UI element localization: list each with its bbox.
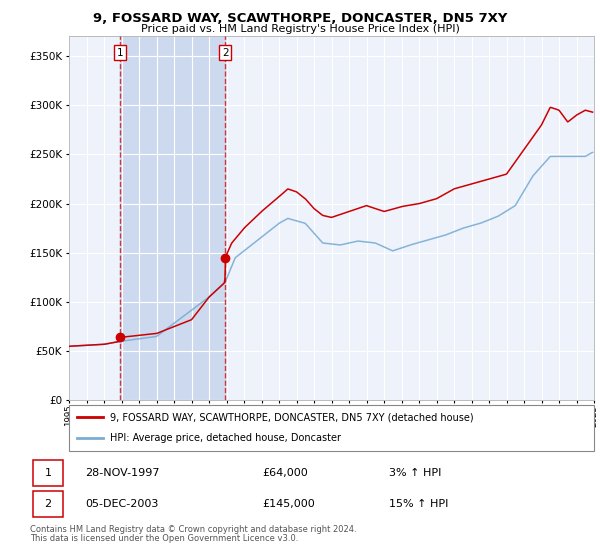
Text: 1: 1 [116, 48, 123, 58]
Text: 9, FOSSARD WAY, SCAWTHORPE, DONCASTER, DN5 7XY (detached house): 9, FOSSARD WAY, SCAWTHORPE, DONCASTER, D… [110, 412, 473, 422]
Text: 1: 1 [44, 468, 52, 478]
Text: Price paid vs. HM Land Registry's House Price Index (HPI): Price paid vs. HM Land Registry's House … [140, 24, 460, 34]
Text: This data is licensed under the Open Government Licence v3.0.: This data is licensed under the Open Gov… [30, 534, 298, 543]
Text: £64,000: £64,000 [262, 468, 308, 478]
Text: 15% ↑ HPI: 15% ↑ HPI [389, 499, 448, 508]
Bar [33, 460, 63, 486]
Text: £145,000: £145,000 [262, 499, 314, 508]
Text: 2: 2 [222, 48, 229, 58]
Text: HPI: Average price, detached house, Doncaster: HPI: Average price, detached house, Donc… [110, 433, 341, 444]
Text: 3% ↑ HPI: 3% ↑ HPI [389, 468, 441, 478]
Bar [33, 491, 63, 517]
Text: Contains HM Land Registry data © Crown copyright and database right 2024.: Contains HM Land Registry data © Crown c… [30, 525, 356, 534]
Text: 05-DEC-2003: 05-DEC-2003 [85, 499, 158, 508]
Bar [120, 36, 225, 400]
Text: 2: 2 [44, 499, 52, 508]
Text: 28-NOV-1997: 28-NOV-1997 [85, 468, 160, 478]
Text: 9, FOSSARD WAY, SCAWTHORPE, DONCASTER, DN5 7XY: 9, FOSSARD WAY, SCAWTHORPE, DONCASTER, D… [93, 12, 507, 25]
